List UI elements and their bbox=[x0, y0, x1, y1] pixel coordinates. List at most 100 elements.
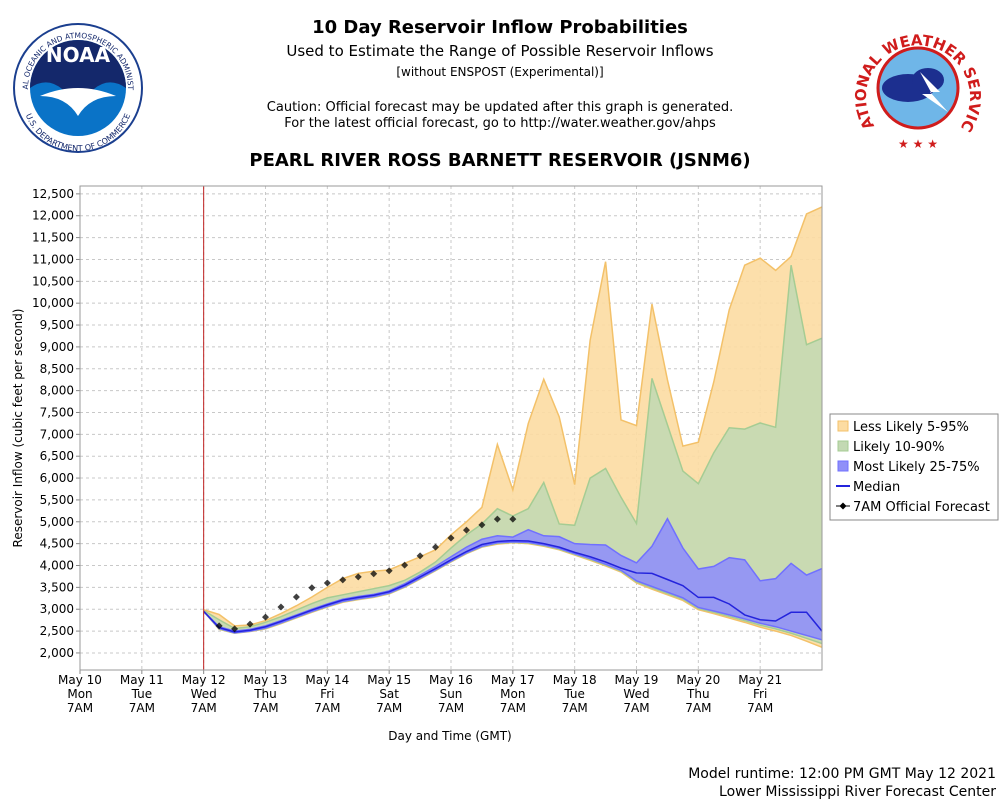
x-tick-label: May 17 bbox=[491, 673, 535, 687]
x-tick-label: May 14 bbox=[305, 673, 349, 687]
legend-label: 7AM Official Forecast bbox=[853, 500, 990, 515]
forecast-point bbox=[509, 515, 517, 523]
forecast-point bbox=[215, 622, 223, 630]
y-tick-label: 10,500 bbox=[32, 274, 74, 288]
x-tick-weekday: Tue bbox=[563, 687, 585, 701]
x-tick-label: May 15 bbox=[367, 673, 411, 687]
x-tick-weekday: Tue bbox=[131, 687, 153, 701]
x-tick-label: May 13 bbox=[244, 673, 288, 687]
forecast-point bbox=[416, 552, 424, 560]
plot-border bbox=[79, 185, 823, 671]
x-tick-time: 7AM bbox=[67, 701, 93, 715]
footer: Model runtime: 12:00 PM GMT May 12 2021 bbox=[688, 766, 996, 782]
x-tick-time: 7AM bbox=[252, 701, 278, 715]
legend-swatch bbox=[839, 502, 847, 510]
x-tick-time: 7AM bbox=[129, 701, 155, 715]
legend-label: Less Likely 5-95% bbox=[853, 420, 969, 435]
x-tick-weekday: Thu bbox=[253, 687, 277, 701]
noaa-logo: NOAA NATIONAL OCEANIC AND ATMOSPHERIC AD… bbox=[0, 0, 143, 153]
x-tick-time: 7AM bbox=[747, 701, 773, 715]
forecast-point bbox=[478, 521, 486, 529]
y-tick-label: 9,500 bbox=[40, 318, 74, 332]
x-tick-weekday: Wed bbox=[623, 687, 649, 701]
legend-label: Most Likely 25-75% bbox=[853, 460, 980, 475]
x-tick-weekday: Fri bbox=[320, 687, 334, 701]
subtitle: Used to Estimate the Range of Possible R… bbox=[286, 42, 713, 60]
y-tick-label: 6,000 bbox=[40, 471, 74, 485]
band-upper-line bbox=[203, 206, 823, 627]
forecast-point bbox=[370, 570, 378, 578]
forecast-point bbox=[292, 593, 300, 601]
band-lower-line bbox=[203, 541, 823, 641]
x-tick-weekday: Sun bbox=[440, 687, 463, 701]
forecast-point bbox=[447, 534, 455, 542]
y-tick-label: 12,000 bbox=[32, 209, 74, 223]
x-tick-time: 7AM bbox=[314, 701, 340, 715]
x-tick-weekday: Wed bbox=[191, 687, 217, 701]
x-tick-weekday: Mon bbox=[67, 687, 92, 701]
note: [without ENSPOST (Experimental)] bbox=[396, 65, 603, 79]
x-tick-time: 7AM bbox=[376, 701, 402, 715]
forecast-point bbox=[308, 584, 316, 592]
y-tick-label: 6,500 bbox=[40, 449, 74, 463]
forecast-point bbox=[246, 620, 254, 628]
x-tick-label: May 20 bbox=[676, 673, 720, 687]
y-tick-label: 11,000 bbox=[32, 252, 74, 266]
x-tick-time: 7AM bbox=[562, 701, 588, 715]
x-tick-time: 7AM bbox=[500, 701, 526, 715]
x-tick-time: 7AM bbox=[191, 701, 217, 715]
nws-stars: ★ ★ ★ bbox=[898, 137, 938, 151]
legend-swatch bbox=[837, 460, 849, 472]
forecast-point bbox=[323, 579, 331, 587]
median-line bbox=[203, 539, 823, 633]
legend-label: Median bbox=[853, 480, 900, 495]
x-tick-label: May 12 bbox=[182, 673, 226, 687]
location-title: PEARL RIVER ROSS BARNETT RESERVOIR (JSNM… bbox=[249, 150, 750, 171]
y-axis-label: Reservoir Inflow (cubic feet per second) bbox=[11, 309, 25, 548]
y-tick-label: 3,500 bbox=[40, 580, 74, 594]
y-tick-label: 7,500 bbox=[40, 405, 74, 419]
plot: 2,000 2,500 3,000 3,500 4,000 4,500 5,000 5,500… bbox=[32, 185, 999, 715]
forecast-point bbox=[401, 561, 409, 569]
x-tick-weekday: Sat bbox=[379, 687, 399, 701]
caution: Caution: Official forecast may be update… bbox=[267, 100, 733, 115]
y-tick-label: 3,000 bbox=[40, 602, 74, 616]
caution: For the latest official forecast, go to … bbox=[284, 116, 716, 131]
forecast-point bbox=[432, 543, 440, 551]
x-tick-time: 7AM bbox=[685, 701, 711, 715]
y-tick-label: 9,000 bbox=[40, 340, 74, 354]
x-tick-label: May 11 bbox=[120, 673, 164, 687]
y-tick-label: 2,500 bbox=[40, 624, 74, 638]
y-tick-label: 4,000 bbox=[40, 559, 74, 573]
y-tick-label: 5,000 bbox=[40, 515, 74, 529]
x-tick-weekday: Fri bbox=[753, 687, 767, 701]
forecast-point bbox=[277, 603, 285, 611]
x-tick-weekday: Thu bbox=[686, 687, 710, 701]
noaa-text: NOAA bbox=[46, 43, 111, 67]
legend-label: Likely 10-90% bbox=[853, 440, 944, 455]
y-tick-label: 8,000 bbox=[40, 384, 74, 398]
forecast-point bbox=[354, 573, 362, 581]
y-tick-label: 7,000 bbox=[40, 427, 74, 441]
y-tick-label: 12,500 bbox=[32, 187, 74, 201]
forecast-point bbox=[462, 526, 470, 534]
chart-title: 10 Day Reservoir Inflow Probabilities bbox=[312, 17, 688, 38]
forecast-point bbox=[493, 515, 501, 523]
y-tick-label: 2,000 bbox=[40, 646, 74, 660]
legend-box bbox=[829, 413, 999, 521]
band-area bbox=[203, 518, 822, 640]
x-tick-label: May 18 bbox=[553, 673, 597, 687]
x-tick-label: May 19 bbox=[615, 673, 659, 687]
x-tick-label: May 21 bbox=[738, 673, 782, 687]
x-tick-weekday: Mon bbox=[500, 687, 525, 701]
y-tick-label: 10,000 bbox=[32, 296, 74, 310]
x-tick-label: May 16 bbox=[429, 673, 473, 687]
y-tick-label: 11,500 bbox=[32, 231, 74, 245]
legend-swatch bbox=[837, 440, 849, 452]
forecast-point bbox=[385, 567, 393, 575]
legend-swatch bbox=[837, 420, 849, 432]
y-tick-label: 5,500 bbox=[40, 493, 74, 507]
forecast-point bbox=[339, 576, 347, 584]
y-tick-label: 8,500 bbox=[40, 362, 74, 376]
